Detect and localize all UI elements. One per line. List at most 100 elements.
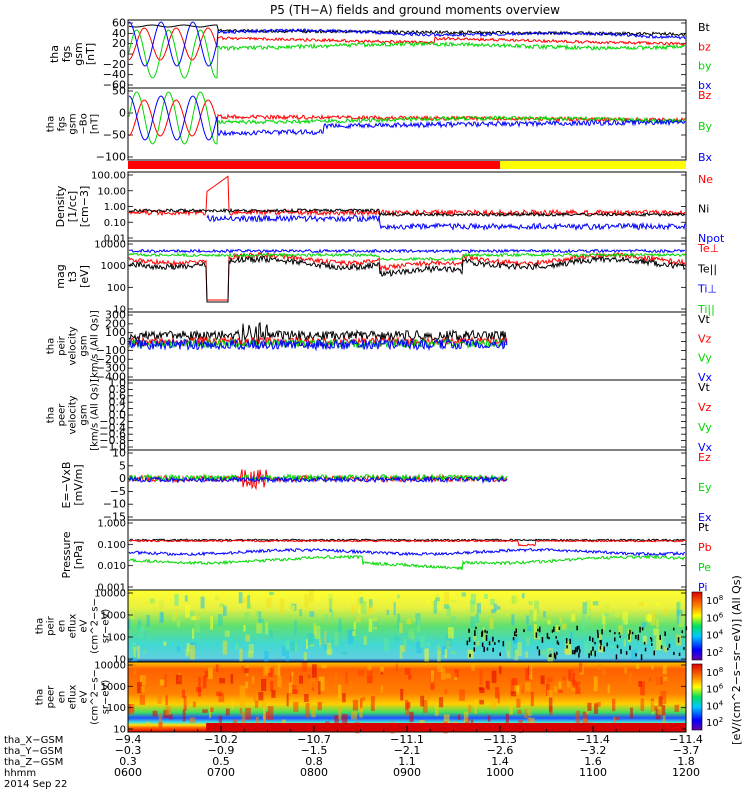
spectrogram-patch [342, 693, 346, 703]
y-tick-label: 0.2 [109, 402, 127, 415]
spectrogram-patch [321, 665, 327, 669]
spectrogram-gap [681, 630, 683, 634]
spectrogram-patch [505, 641, 512, 652]
spectrogram-patch [649, 677, 652, 682]
spectrogram-gap [603, 646, 605, 652]
y-tick-label: −5 [110, 485, 126, 498]
spectrogram-patch [338, 684, 342, 699]
spectrogram-patch [510, 691, 517, 697]
legend-pt-label: Pt [698, 521, 710, 534]
x-tick-label: −11.4 [576, 733, 610, 746]
spectrogram-patch [493, 603, 498, 611]
y-tick-label: 0.01 [104, 234, 126, 245]
x-tick-label: 1.8 [677, 755, 695, 768]
spectrogram-patch [424, 648, 429, 663]
x-tick-label: 0900 [393, 766, 421, 779]
spectrogram-gap [523, 629, 525, 633]
legend-pe-label: Pe [698, 561, 711, 574]
y-axis-label: Density [1/cc] [cm−3] [54, 185, 91, 227]
spectrogram-patch [505, 713, 509, 727]
legend-vy-label: Vy [698, 352, 712, 365]
spectrogram-patch [176, 646, 181, 652]
spectrogram-patch [399, 622, 403, 634]
spectrogram-patch [137, 619, 141, 631]
spectrogram-patch [268, 668, 273, 677]
y-axis-label-line: Pressure [60, 531, 73, 578]
spectrogram-patch [367, 664, 372, 676]
spectrogram-patch [621, 620, 625, 626]
spectrogram-patch [640, 681, 645, 696]
legend-ti-label: Ti|| [697, 303, 715, 316]
spectrogram-patch [324, 631, 327, 645]
spectrogram-patch [479, 688, 485, 694]
spectrogram-patch [479, 699, 484, 705]
spectrogram-patch [499, 666, 502, 674]
spectrogram-patch [183, 695, 187, 711]
spectrogram-patch [630, 707, 633, 719]
y-tick-label: 0.001 [97, 583, 126, 594]
spectrogram-patch [651, 664, 654, 670]
spectrogram-gap [498, 640, 500, 643]
spectrogram-patch [549, 650, 552, 657]
spectrogram-patch [483, 688, 488, 692]
spectrogram-patch [570, 631, 573, 644]
ex-trace [128, 475, 508, 485]
y-tick-label: 10 [113, 725, 126, 736]
x-tick-label: −11.4 [669, 733, 703, 746]
spectrogram-patch [529, 665, 533, 680]
y-tick-label: 10 [113, 305, 126, 316]
spectrogram-gap [513, 631, 516, 637]
spectrogram-patch [159, 600, 164, 613]
legend-vt-label: Vt [698, 381, 711, 394]
spectrogram-patch [164, 686, 168, 697]
y-tick-label: 100 [105, 326, 126, 339]
y-tick-label: 0 [119, 472, 126, 485]
spectrogram-patch [638, 602, 645, 606]
spectrogram-gap [541, 637, 544, 643]
y-axis-label-line: gsm [79, 335, 90, 356]
spectrogram-patch [215, 664, 219, 672]
spectrogram-patch [307, 633, 314, 645]
spectrogram-gap [557, 642, 560, 645]
spectrogram-patch [352, 631, 356, 637]
spectrogram-patch [613, 717, 617, 726]
spectrogram-patch [547, 690, 553, 698]
spectrogram-patch [326, 642, 332, 655]
spectrogram-patch [139, 694, 146, 705]
spectrogram-patch [565, 640, 572, 655]
spectrogram-patch [324, 640, 329, 650]
x-tick-label: 1000 [486, 766, 514, 779]
spectrogram-patch [292, 689, 298, 695]
spectrogram-patch [175, 674, 182, 685]
spectrogram-gap [596, 629, 599, 634]
colorbar-scale [691, 663, 703, 731]
spectrogram-patch [478, 630, 483, 642]
spectrogram-patch [342, 714, 348, 724]
spectrogram-patch [417, 618, 421, 633]
spectrogram-patch [240, 700, 246, 708]
y-tick-label: −300 [96, 362, 126, 375]
spectrogram-gap [628, 633, 630, 640]
spectrogram-gap [601, 629, 603, 635]
spectrogram-patch [368, 618, 373, 632]
legend-ni-label: Ni [698, 203, 709, 216]
spectrogram-patch [510, 679, 514, 695]
spectrogram-patch [194, 616, 200, 620]
spectrogram-patch [433, 600, 438, 614]
spectrogram-patch [185, 649, 190, 657]
spectrogram-patch [241, 665, 244, 673]
spectrogram-gap [629, 645, 631, 651]
spectrogram-patch [202, 675, 207, 689]
spectrogram-patch [181, 689, 186, 699]
spectrogram-patch [528, 601, 533, 605]
spectrogram-gap [589, 636, 591, 641]
y-tick-label: −40 [103, 68, 126, 81]
spectrogram-patch [239, 685, 246, 700]
spectrogram-patch [479, 670, 483, 685]
spectrogram-patch [470, 594, 477, 605]
spectrogram-patch [397, 613, 401, 629]
spectrogram-patch [314, 625, 321, 639]
spectrogram-patch [338, 618, 342, 633]
spectrogram-patch [546, 683, 550, 696]
spectrogram-gap [576, 625, 578, 631]
